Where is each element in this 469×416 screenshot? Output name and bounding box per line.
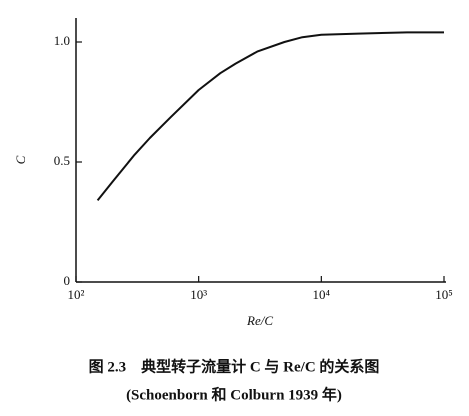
x-tick-label: 10⁵ bbox=[435, 287, 453, 302]
y-tick-label: 0.5 bbox=[54, 153, 70, 168]
line bbox=[96, 31, 444, 202]
x-tick-label: 10⁴ bbox=[313, 287, 331, 302]
x-tick-label: 10² bbox=[68, 287, 85, 302]
caption: (Schoenborn 和 Colburn 1939 年) bbox=[126, 385, 342, 403]
y-tick-label: 0 bbox=[64, 273, 71, 288]
x-axis-label: Re/C bbox=[246, 313, 273, 328]
y-axis-label: C bbox=[13, 155, 28, 164]
caption: 图 2.3 典型转子流量计 C 与 Re/C 的关系图 bbox=[89, 357, 380, 375]
x-tick-label: 10³ bbox=[190, 287, 207, 302]
y-tick-label: 1.0 bbox=[54, 33, 70, 48]
